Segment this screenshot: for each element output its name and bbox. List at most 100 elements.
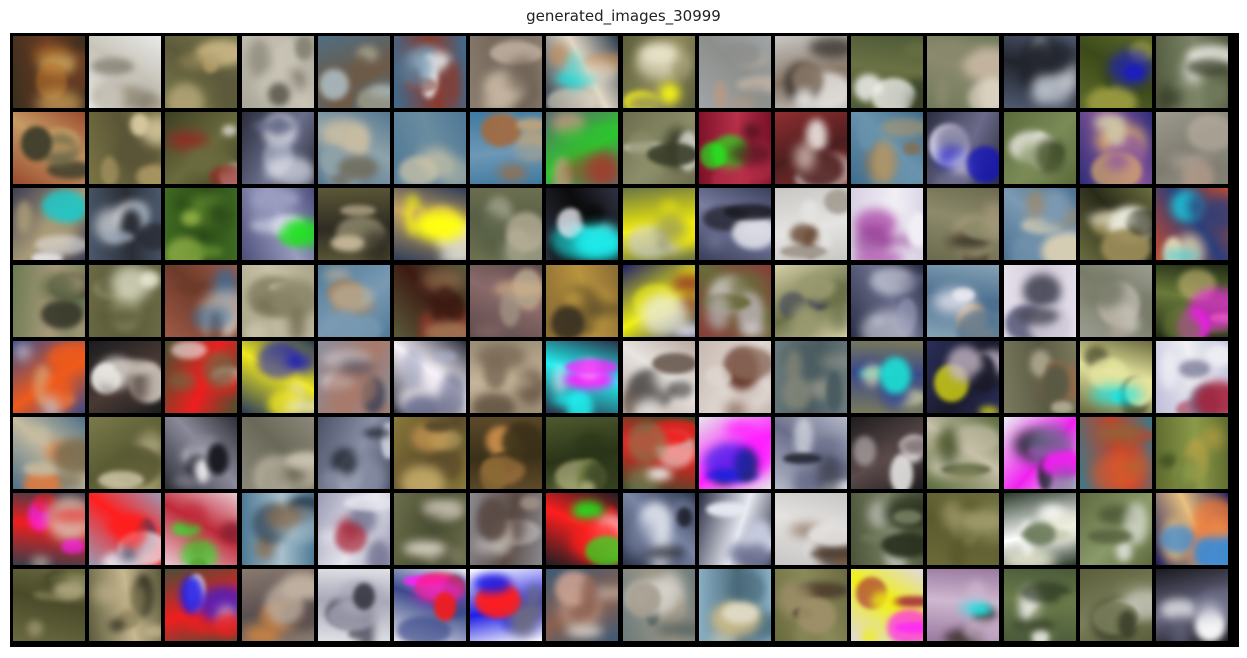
generated-image-tile xyxy=(165,264,238,337)
generated-image-tile xyxy=(546,569,619,642)
generated-image-tile xyxy=(1156,340,1228,413)
generated-image-tile xyxy=(394,112,466,185)
generated-image-tile xyxy=(165,417,238,489)
generated-image-tile xyxy=(851,340,924,413)
generated-image-tile xyxy=(927,36,1000,108)
generated-image-tile xyxy=(622,188,695,261)
generated-image-tile xyxy=(775,417,847,489)
generated-image-tile xyxy=(165,36,238,108)
generated-images-grid xyxy=(10,33,1239,647)
generated-image-tile xyxy=(241,493,314,566)
generated-image-tile xyxy=(89,569,162,642)
generated-image-tile xyxy=(165,188,238,261)
generated-image-tile xyxy=(317,264,390,337)
generated-image-tile xyxy=(241,569,314,642)
generated-image-tile xyxy=(13,569,85,642)
generated-image-tile xyxy=(317,569,390,642)
generated-image-tile xyxy=(622,340,695,413)
generated-image-tile xyxy=(775,112,847,185)
generated-image-tile xyxy=(546,36,619,108)
generated-image-tile xyxy=(1079,417,1152,489)
generated-image-tile xyxy=(927,340,1000,413)
generated-image-tile xyxy=(927,493,1000,566)
generated-image-tile xyxy=(546,112,619,185)
generated-image-tile xyxy=(622,112,695,185)
generated-image-tile xyxy=(1156,417,1228,489)
generated-image-tile xyxy=(13,188,85,261)
generated-image-tile xyxy=(698,340,771,413)
generated-image-tile xyxy=(317,417,390,489)
generated-image-tile xyxy=(89,112,162,185)
generated-image-tile xyxy=(927,417,1000,489)
generated-image-tile xyxy=(1079,569,1152,642)
generated-image-tile xyxy=(470,188,543,261)
generated-image-tile xyxy=(317,188,390,261)
generated-image-tile xyxy=(89,264,162,337)
generated-image-tile xyxy=(1079,493,1152,566)
generated-image-tile xyxy=(13,36,85,108)
generated-image-tile xyxy=(622,36,695,108)
generated-image-tile xyxy=(394,36,466,108)
generated-image-tile xyxy=(13,112,85,185)
generated-image-tile xyxy=(1003,264,1076,337)
generated-image-tile xyxy=(394,264,466,337)
generated-image-tile xyxy=(1079,36,1152,108)
generated-image-tile xyxy=(89,36,162,108)
generated-image-tile xyxy=(89,340,162,413)
generated-image-tile xyxy=(1003,417,1076,489)
generated-image-tile xyxy=(851,264,924,337)
generated-image-tile xyxy=(698,36,771,108)
generated-image-tile xyxy=(927,569,1000,642)
generated-image-tile xyxy=(470,417,543,489)
generated-image-tile xyxy=(89,493,162,566)
generated-image-tile xyxy=(165,569,238,642)
generated-image-tile xyxy=(1079,264,1152,337)
generated-image-tile xyxy=(241,264,314,337)
generated-image-tile xyxy=(698,569,771,642)
generated-image-tile xyxy=(622,493,695,566)
generated-image-tile xyxy=(241,340,314,413)
generated-image-tile xyxy=(546,188,619,261)
generated-image-tile xyxy=(927,264,1000,337)
generated-image-tile xyxy=(851,493,924,566)
generated-image-tile xyxy=(470,569,543,642)
generated-image-tile xyxy=(927,188,1000,261)
generated-image-tile xyxy=(470,36,543,108)
generated-image-tile xyxy=(89,188,162,261)
generated-image-tile xyxy=(470,264,543,337)
generated-image-tile xyxy=(1079,112,1152,185)
generated-image-tile xyxy=(241,188,314,261)
generated-image-tile xyxy=(317,493,390,566)
generated-image-tile xyxy=(13,340,85,413)
generated-image-tile xyxy=(622,264,695,337)
generated-image-tile xyxy=(165,340,238,413)
generated-image-tile xyxy=(698,264,771,337)
generated-image-tile xyxy=(698,417,771,489)
generated-image-tile xyxy=(165,493,238,566)
generated-image-tile xyxy=(1156,36,1228,108)
generated-image-tile xyxy=(317,112,390,185)
figure-title: generated_images_30999 xyxy=(526,7,721,25)
generated-image-tile xyxy=(13,417,85,489)
generated-image-tile xyxy=(394,340,466,413)
generated-image-tile xyxy=(317,340,390,413)
generated-image-tile xyxy=(1003,569,1076,642)
generated-image-tile xyxy=(775,264,847,337)
generated-image-tile xyxy=(698,112,771,185)
generated-image-tile xyxy=(1079,340,1152,413)
generated-image-tile xyxy=(1156,188,1228,261)
generated-image-tile xyxy=(546,340,619,413)
generated-image-tile xyxy=(1003,112,1076,185)
generated-image-tile xyxy=(241,112,314,185)
generated-image-tile xyxy=(1156,112,1228,185)
generated-image-tile xyxy=(775,36,847,108)
generated-image-tile xyxy=(470,340,543,413)
generated-image-tile xyxy=(775,569,847,642)
generated-image-tile xyxy=(546,417,619,489)
generated-image-tile xyxy=(470,493,543,566)
generated-image-tile xyxy=(775,340,847,413)
generated-image-tile xyxy=(851,112,924,185)
generated-image-tile xyxy=(1003,36,1076,108)
generated-image-tile xyxy=(1079,188,1152,261)
generated-image-tile xyxy=(1003,493,1076,566)
